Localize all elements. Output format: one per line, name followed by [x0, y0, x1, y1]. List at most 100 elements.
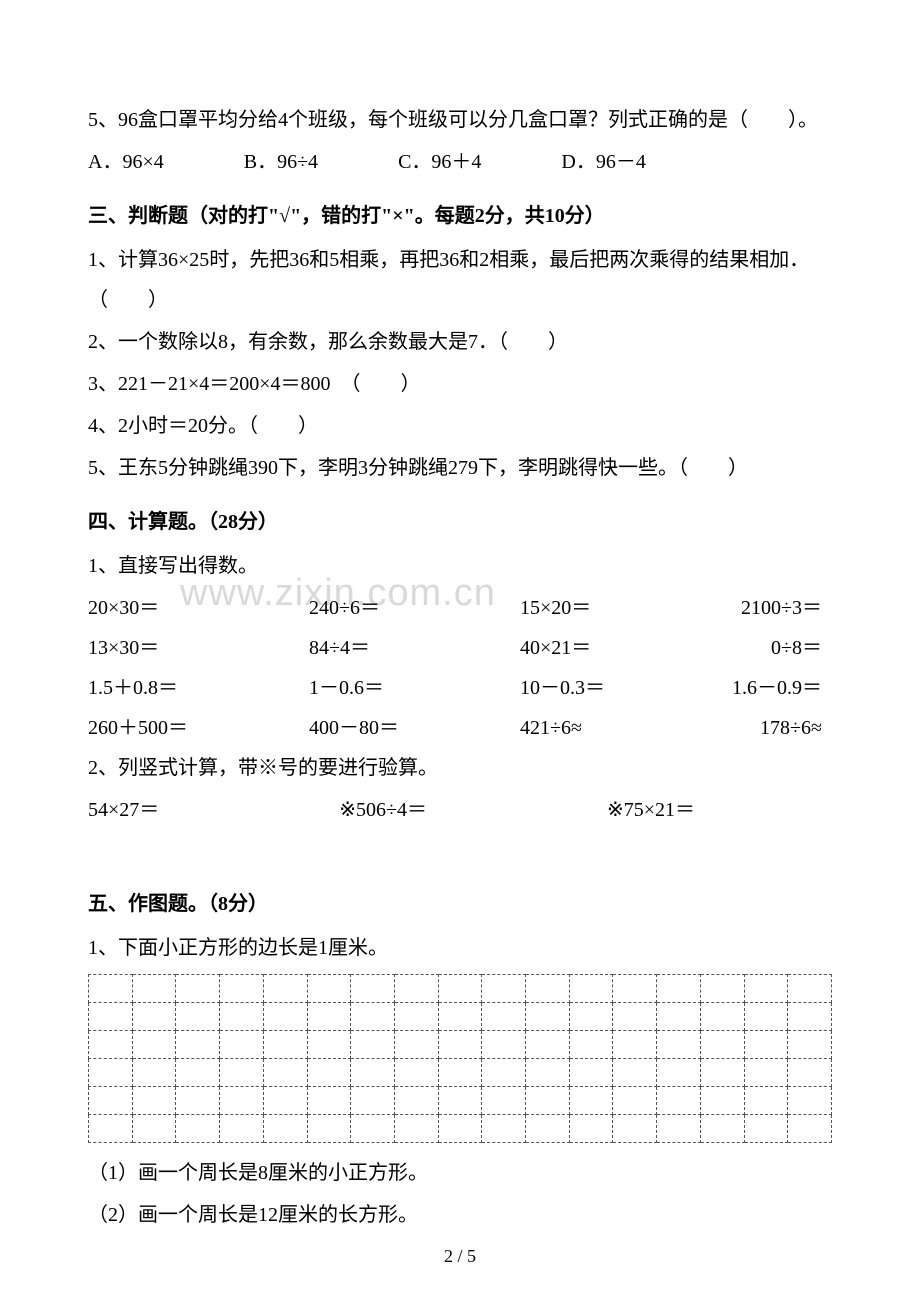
grid-cell — [394, 1059, 438, 1087]
grid-cell — [176, 1115, 220, 1143]
page-number: 2 / 5 — [0, 1238, 920, 1274]
grid-cell — [788, 1115, 832, 1143]
calc-r4-d: 178÷6≈ — [671, 708, 832, 748]
grid-cell — [482, 1003, 526, 1031]
grid-cell — [613, 1115, 657, 1143]
document-content: 5、96盒口罩平均分给4个班级，每个班级可以分几盒口罩？列式正确的是（ ）。 A… — [88, 100, 832, 1235]
section4-header: 四、计算题。（28分） — [88, 502, 832, 542]
calc-r5-a: 54×27＝ — [88, 790, 159, 830]
grid-cell — [263, 1031, 307, 1059]
q5-choice-b: B．96÷4 — [244, 142, 318, 182]
grid-cell — [220, 1059, 264, 1087]
calc-r1-b: 240÷6＝ — [239, 588, 460, 628]
grid-cell — [176, 1059, 220, 1087]
calc-row5: 54×27＝ ※506÷4＝ ※75×21＝ — [88, 790, 832, 830]
grid-cell — [132, 1031, 176, 1059]
grid-cell — [89, 975, 133, 1003]
section5-q1: 1、下面小正方形的边长是1厘米。 — [88, 928, 832, 968]
grid-cell — [526, 1087, 570, 1115]
calc-r1-d: 2100÷3＝ — [671, 588, 832, 628]
grid-cell — [263, 1087, 307, 1115]
grid-cell — [220, 1087, 264, 1115]
grid-cell — [438, 1087, 482, 1115]
grid-cell — [132, 1087, 176, 1115]
grid-cell — [657, 975, 701, 1003]
calc-r1-a: 20×30＝ — [88, 588, 239, 628]
section3-header: 三、判断题（对的打"√"，错的打"×"。每题2分，共10分） — [88, 196, 832, 236]
grid-cell — [438, 1115, 482, 1143]
grid-cell — [89, 1087, 133, 1115]
q5-choice-a: A．96×4 — [88, 142, 164, 182]
grid-cell — [788, 1087, 832, 1115]
calc-row1: 20×30＝ 240÷6＝ 15×20＝ 2100÷3＝ — [88, 588, 832, 628]
grid-cell — [176, 1031, 220, 1059]
grid-cell — [307, 1115, 351, 1143]
grid-cell — [569, 975, 613, 1003]
section5-sub1: （1）画一个周长是8厘米的小正方形。 — [88, 1153, 832, 1193]
grid-cell — [220, 1115, 264, 1143]
grid-cell — [89, 1003, 133, 1031]
grid-cell — [132, 975, 176, 1003]
grid-cell — [569, 1087, 613, 1115]
grid-cell — [613, 1087, 657, 1115]
grid-cell — [700, 1031, 744, 1059]
calc-r5-b: ※506÷4＝ — [339, 790, 427, 830]
section3-q1: 1、计算36×25时，先把36和5相乘，再把36和2相乘，最后把两次乘得的结果相… — [88, 240, 832, 320]
grid-cell — [89, 1115, 133, 1143]
grid-cell — [132, 1003, 176, 1031]
grid-cell — [220, 1031, 264, 1059]
grid-cell — [788, 1031, 832, 1059]
grid-cell — [263, 975, 307, 1003]
q5-choice-d: D．96－4 — [561, 142, 645, 182]
section4-sub1: 1、直接写出得数。 — [88, 546, 832, 586]
grid-cell — [526, 1059, 570, 1087]
calc-r2-d: 0÷8＝ — [671, 628, 832, 668]
grid-cell — [657, 1087, 701, 1115]
calc-r4-c: 421÷6≈ — [460, 708, 671, 748]
grid-cell — [176, 975, 220, 1003]
grid-cell — [89, 1059, 133, 1087]
calc-r2-a: 13×30＝ — [88, 628, 239, 668]
grid-cell — [700, 1003, 744, 1031]
grid-cell — [700, 1115, 744, 1143]
grid-cell — [569, 1059, 613, 1087]
grid-cell — [394, 1031, 438, 1059]
calc-r3-b: 1－0.6＝ — [239, 668, 460, 708]
grid-cell — [482, 1031, 526, 1059]
grid-cell — [657, 1059, 701, 1087]
grid-cell — [263, 1115, 307, 1143]
grid-cell — [613, 975, 657, 1003]
grid-cell — [394, 1087, 438, 1115]
grid-cell — [788, 975, 832, 1003]
grid-cell — [744, 1003, 788, 1031]
grid-cell — [657, 1003, 701, 1031]
calc-r3-c: 10－0.3＝ — [460, 668, 671, 708]
grid-cell — [394, 1003, 438, 1031]
grid-cell — [351, 1003, 395, 1031]
grid-cell — [700, 1087, 744, 1115]
grid-cell — [263, 1003, 307, 1031]
q5-choices: A．96×4 B．96÷4 C．96＋4 D．96－4 — [88, 142, 832, 182]
grid-cell — [132, 1115, 176, 1143]
q5-text: 5、96盒口罩平均分给4个班级，每个班级可以分几盒口罩？列式正确的是（ ）。 — [88, 100, 832, 140]
section5-sub2: （2）画一个周长是12厘米的长方形。 — [88, 1195, 832, 1235]
grid-cell — [526, 975, 570, 1003]
grid-cell — [526, 1115, 570, 1143]
grid-cell — [788, 1003, 832, 1031]
calc-r3-a: 1.5＋0.8＝ — [88, 668, 239, 708]
grid-cell — [307, 975, 351, 1003]
grid-cell — [438, 1031, 482, 1059]
calc-r4-b: 400－80＝ — [239, 708, 460, 748]
calc-r2-c: 40×21＝ — [460, 628, 671, 668]
grid-cell — [220, 975, 264, 1003]
grid-cell — [700, 975, 744, 1003]
grid-cell — [176, 1087, 220, 1115]
calc-row2: 13×30＝ 84÷4＝ 40×21＝ 0÷8＝ — [88, 628, 832, 668]
grid-cell — [613, 1059, 657, 1087]
grid-cell — [482, 1087, 526, 1115]
grid-cell — [613, 1031, 657, 1059]
grid-cell — [744, 1059, 788, 1087]
grid-cell — [744, 1031, 788, 1059]
section3-q3: 3、221－21×4＝200×4＝800 （ ） — [88, 364, 832, 404]
grid-cell — [744, 975, 788, 1003]
